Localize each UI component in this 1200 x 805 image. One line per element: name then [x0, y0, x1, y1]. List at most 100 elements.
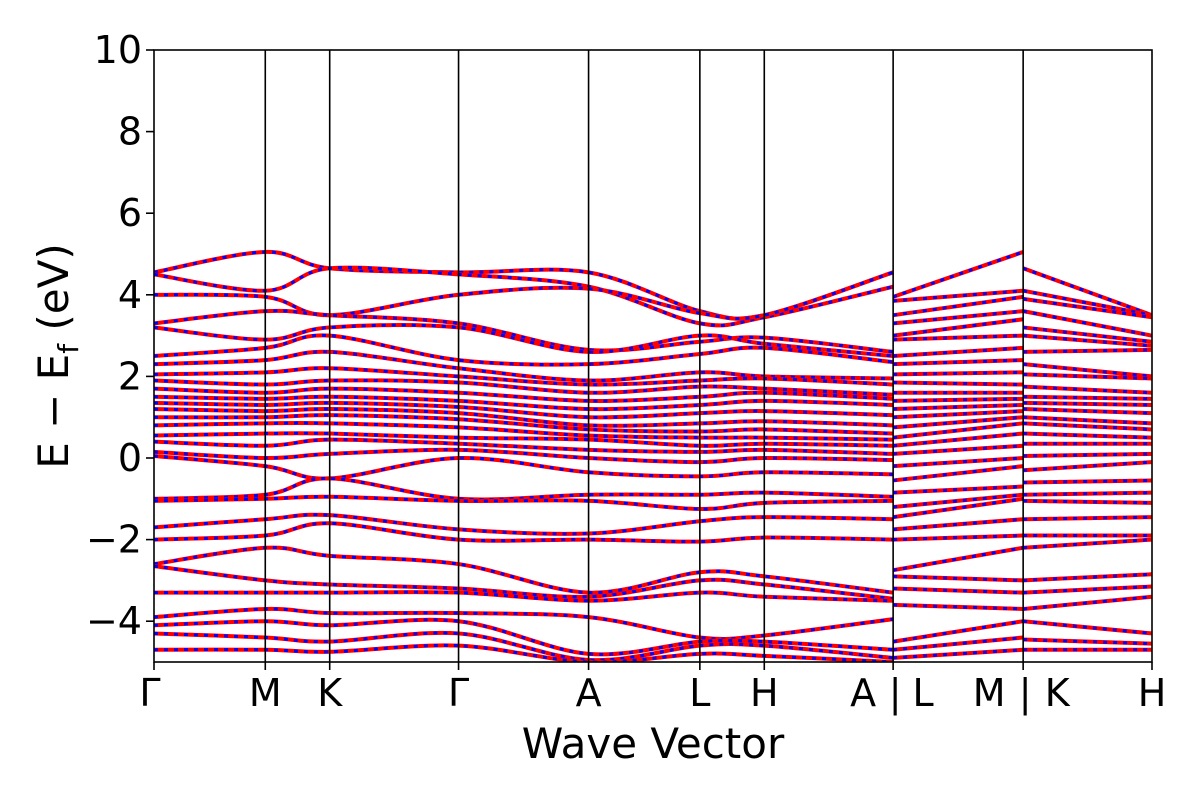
- band-spin-down-seg3-17: [1023, 452, 1152, 458]
- band-spin-up-seg3-19: [1023, 478, 1152, 485]
- band-spin-down-seg3-2: [1022, 297, 1152, 319]
- x-tick-label-1: M: [249, 671, 282, 715]
- band-spin-down-seg2-5: [893, 334, 1024, 342]
- band-spin-down-seg1-5: [154, 333, 894, 367]
- band-spin-down-seg2-19: [892, 464, 1024, 482]
- x-axis-title: Wave Vector: [522, 719, 785, 768]
- y-axis-ticks: 10 8 6 4 2 0 −2 −4: [86, 28, 154, 643]
- band-spin-down-seg3-6: [1023, 348, 1152, 354]
- band-spin-up-seg3-17: [1023, 451, 1152, 458]
- x-tick-label-7: A: [850, 671, 876, 715]
- band-spin-up-seg3-6: [1023, 347, 1152, 354]
- x-tick-label-12: K: [1045, 671, 1071, 715]
- band-spin-down-seg2-28: [893, 603, 1024, 611]
- x-tick-label-5: L: [689, 671, 710, 715]
- x-tick-label-0: Γ: [139, 671, 160, 715]
- y-axis-title-unit: (eV): [29, 243, 78, 344]
- band-spin-down-seg3-15: [1023, 432, 1152, 440]
- band-spin-down-seg3-3: [1022, 309, 1152, 338]
- band-spin-down-seg3-13: [1023, 415, 1152, 425]
- band-spin-down-seg2-8: [893, 370, 1024, 376]
- kpoint-divider-lines: [264, 50, 1024, 662]
- y-tick-label-3: 4: [118, 273, 142, 317]
- band-spin-down-seg1-28: [154, 631, 894, 662]
- band-spin-down-seg2-29: [892, 619, 1024, 644]
- y-tick-label-1: 8: [118, 110, 142, 154]
- band-spin-down-seg2-24: [893, 534, 1024, 542]
- band-spin-down-seg3-26: [1023, 585, 1152, 595]
- x-tick-label-2: K: [317, 671, 343, 715]
- band-spin-down-seg3-1: [1022, 289, 1152, 317]
- band-spin-down-seg3-5: [1023, 334, 1152, 348]
- band-spin-down-seg2-25: [892, 546, 1024, 572]
- band-spin-down-seg3-4: [1022, 325, 1152, 344]
- y-tick-label-5: 0: [118, 436, 142, 480]
- y-tick-label-0: 10: [94, 28, 142, 72]
- band-spin-down-seg1-3: [154, 309, 894, 354]
- band-spin-down-seg3-21: [1023, 499, 1152, 505]
- x-tick-label-9: L: [913, 671, 934, 715]
- band-spin-down-seg2-22: [892, 497, 1024, 519]
- band-spin-up-seg3-10: [1023, 394, 1152, 401]
- band-spin-down-seg3-28: [1023, 619, 1152, 635]
- band-spin-down-seg2-18: [893, 456, 1024, 468]
- x-tick-label-13: H: [1138, 671, 1167, 715]
- band-spin-down-seg3-18: [1023, 460, 1152, 472]
- y-axis-title: E − Ef (eV): [29, 243, 85, 469]
- band-spin-down-seg3-12: [1023, 407, 1152, 415]
- band-spin-down-seg2-0: [892, 250, 1024, 299]
- band-spin-down-seg3-11: [1023, 401, 1152, 407]
- band-spin-down-seg1-1: [154, 266, 894, 327]
- band-spin-down-seg3-25: [1023, 572, 1152, 582]
- x-tick-label-3: Γ: [448, 671, 469, 715]
- band-spin-down-seg1-18: [154, 454, 894, 480]
- band-spin-down-seg1-27: [154, 618, 894, 656]
- y-axis-title-main: E − E: [29, 354, 78, 469]
- band-spin-down-seg2-4: [892, 317, 1024, 338]
- band-spin-down-seg2-13: [893, 409, 1024, 419]
- band-spin-down-seg3-14: [1023, 421, 1152, 431]
- band-spin-down-seg3-19: [1023, 478, 1152, 484]
- x-tick-label-10: M: [973, 671, 1006, 715]
- band-spin-down-seg1-2: [154, 270, 894, 321]
- band-spin-down-seg2-17: [893, 444, 1024, 456]
- y-tick-label-2: 6: [118, 191, 142, 235]
- band-spin-down-seg2-6: [893, 346, 1024, 358]
- band-spin-down-seg3-24: [1023, 538, 1152, 550]
- band-spin-down-seg2-31: [893, 648, 1024, 660]
- band-spin-down-seg3-9: [1023, 385, 1152, 395]
- band-spin-down-seg3-20: [1023, 491, 1152, 497]
- band-spin-up-seg3-22: [1023, 515, 1152, 522]
- band-spin-down-seg3-29: [1023, 638, 1152, 646]
- band-spin-down-seg2-15: [892, 421, 1024, 440]
- band-spin-down-seg2-16: [892, 432, 1024, 448]
- x-tick-label-6: H: [750, 671, 779, 715]
- band-spin-down-seg3-7: [1023, 362, 1152, 378]
- band-spin-down-seg2-7: [893, 358, 1024, 366]
- band-spin-down-seg2-14: [893, 415, 1024, 429]
- band-spin-down-seg2-23: [893, 517, 1024, 531]
- band-spin-down-seg3-22: [1023, 515, 1152, 521]
- band-spin-down-seg1-4: [154, 323, 894, 358]
- band-spin-down-seg3-10: [1023, 395, 1152, 401]
- band-spin-down-seg2-12: [893, 403, 1024, 411]
- x-tick-label-4: A: [576, 671, 602, 715]
- band-spin-down-seg2-2: [892, 295, 1024, 317]
- band-spin-up-seg3-11: [1023, 400, 1152, 407]
- y-tick-label-4: 2: [118, 354, 142, 398]
- x-tick-label-8: |: [889, 671, 902, 716]
- band-spin-down-seg3-27: [1023, 595, 1152, 611]
- band-spin-down-seg1-19: [154, 476, 894, 501]
- band-spin-down-seg2-20: [893, 485, 1024, 495]
- band-spin-down-seg2-26: [893, 574, 1024, 582]
- band-spin-down-seg2-11: [893, 397, 1024, 403]
- band-spin-down-seg2-1: [893, 289, 1024, 303]
- band-spin-down-seg2-3: [892, 309, 1024, 325]
- band-spin-down-seg1-23: [154, 546, 894, 595]
- band-spin-down-seg2-9: [893, 381, 1024, 387]
- band-spin-down-seg3-8: [1023, 372, 1152, 380]
- plot-frame: [153, 49, 1153, 663]
- y-tick-label-6: −2: [86, 518, 142, 562]
